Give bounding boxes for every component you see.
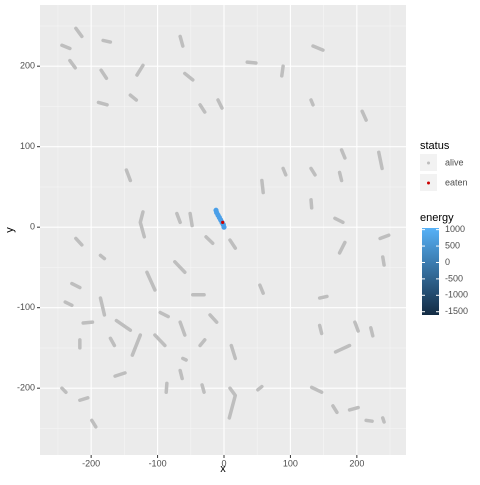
legend-title: status: [420, 140, 450, 152]
colorbar-label: -1500: [445, 306, 468, 316]
y-tick-label: -200: [17, 383, 35, 393]
legend-point: [427, 181, 430, 185]
x-tick-label: 0: [221, 458, 226, 468]
x-tick-label: 200: [349, 458, 364, 468]
panel: [40, 5, 406, 455]
colorbar-label: 0: [445, 257, 450, 267]
legend-label: eaten: [445, 177, 468, 187]
x-tick-label: 100: [283, 458, 298, 468]
colorbar-label: 1000: [445, 224, 465, 234]
x-axis-label: x: [220, 463, 226, 475]
x-tick-label: -200: [82, 458, 100, 468]
trails: [60, 26, 391, 429]
colorbar-label: -500: [445, 273, 463, 283]
y-tick-label: -100: [17, 302, 35, 312]
colorbar-label: -1000: [445, 290, 468, 300]
y-tick-label: 0: [30, 222, 35, 232]
legend-label: alive: [445, 157, 464, 167]
x-tick-label: -100: [149, 458, 167, 468]
y-tick-label: 100: [20, 141, 35, 151]
energy-point: [221, 224, 227, 230]
y-axis-label: y: [4, 227, 16, 233]
colorbar: [422, 228, 439, 315]
y-tick-label: 200: [20, 61, 35, 71]
eaten-point: [221, 220, 225, 224]
legend-point: [427, 161, 430, 165]
legend-title: energy: [420, 212, 454, 224]
colorbar-label: 500: [445, 240, 460, 250]
